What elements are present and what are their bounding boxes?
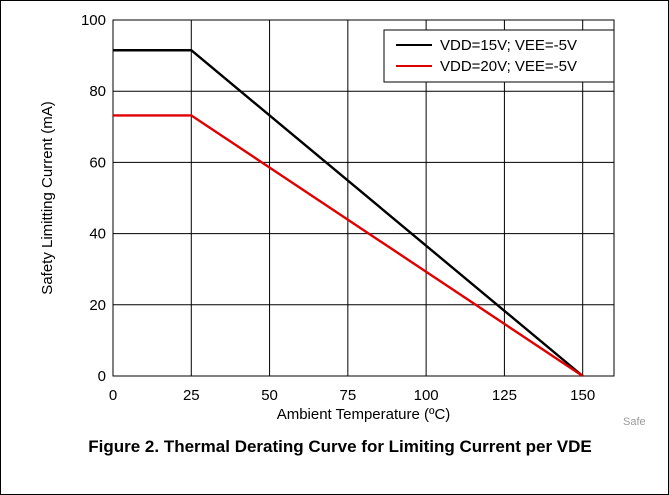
x-tick-label: 75 (340, 387, 357, 404)
series-layer (113, 49, 584, 377)
x-tick-label: 100 (414, 387, 439, 404)
legend-label-20v: VDD=20V; VEE=-5V (440, 58, 577, 75)
y-tick-label: 20 (89, 297, 106, 314)
watermark: Safe (623, 416, 646, 428)
series-line-1 (113, 114, 584, 377)
figure-caption: Figure 2. Thermal Derating Curve for Lim… (88, 437, 592, 456)
y-tick-label: 100 (81, 12, 106, 29)
derating-chart: 0 25 50 75 100 125 150 0 20 40 60 80 100 Ambient Te… (39, 12, 615, 423)
x-tick-label: 150 (570, 387, 595, 404)
y-tick-label: 0 (98, 368, 106, 385)
plot-area (112, 19, 615, 377)
legend: VDD=15V; VEE=-5V VDD=20V; VEE=-5V (383, 29, 615, 83)
x-axis-label: Ambient Temperature (ºC) (277, 406, 451, 423)
y-tick-labels: 0 20 40 60 80 100 (81, 12, 106, 385)
x-tick-labels: 0 25 50 75 100 125 150 (109, 387, 595, 404)
x-tick-label: 0 (109, 387, 117, 404)
x-tick-label: 125 (492, 387, 517, 404)
series-line-0 (113, 49, 584, 377)
x-tick-label: 25 (183, 387, 200, 404)
x-tick-label: 50 (261, 387, 278, 404)
y-tick-label: 60 (89, 154, 106, 171)
y-axis-label: Safety Limitting Current (mA) (39, 101, 56, 294)
legend-label-15v: VDD=15V; VEE=-5V (440, 37, 577, 54)
y-tick-label: 80 (89, 83, 106, 100)
grid (113, 20, 614, 376)
y-tick-label: 40 (89, 226, 106, 243)
legend-box (383, 29, 615, 83)
